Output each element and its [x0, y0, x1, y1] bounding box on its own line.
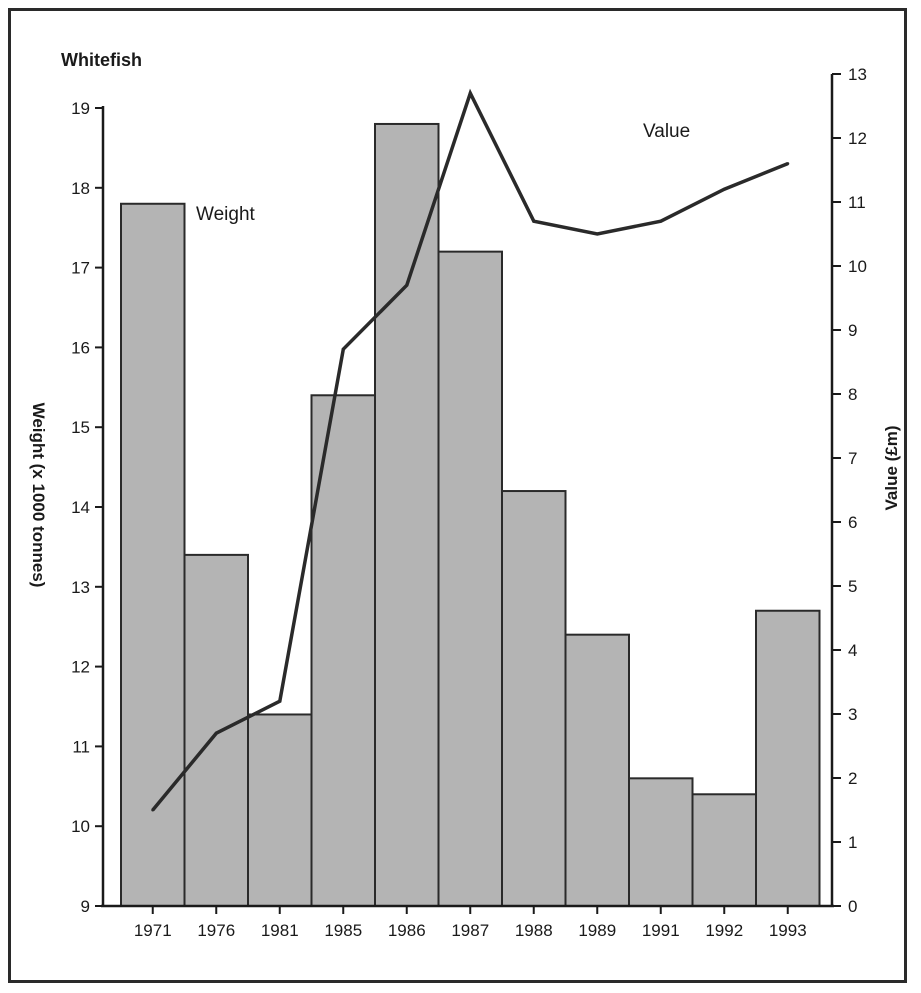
left-tick-label: 19 — [71, 99, 90, 118]
right-tick-label: 1 — [848, 833, 857, 852]
right-tick-label: 10 — [848, 257, 867, 276]
x-tick-label: 1992 — [705, 921, 743, 940]
value-point — [151, 809, 154, 812]
value-point — [278, 700, 281, 703]
left-tick-label: 14 — [71, 498, 90, 517]
value-point — [723, 188, 726, 191]
x-tick-label: 1981 — [261, 921, 299, 940]
left-tick-label: 13 — [71, 578, 90, 597]
x-tick-label: 1987 — [451, 921, 489, 940]
combo-chart: 9101112131415161718190123456789101112131… — [11, 11, 910, 986]
weight-bar — [375, 124, 439, 906]
left-tick-label: 9 — [81, 897, 90, 916]
left-tick-label: 17 — [71, 259, 90, 278]
value-point — [405, 284, 408, 287]
weight-bar — [502, 491, 566, 906]
value-point — [342, 348, 345, 351]
right-tick-label: 9 — [848, 321, 857, 340]
right-tick-label: 13 — [848, 65, 867, 84]
value-point — [469, 92, 472, 95]
x-tick-label: 1986 — [388, 921, 426, 940]
weight-bar — [566, 635, 630, 906]
right-tick-label: 4 — [848, 641, 857, 660]
x-tick-label: 1985 — [324, 921, 362, 940]
left-tick-label: 18 — [71, 179, 90, 198]
value-point — [659, 220, 662, 223]
weight-bar — [756, 611, 820, 906]
right-axis-title: Value (£m) — [882, 425, 901, 510]
x-tick-label: 1988 — [515, 921, 553, 940]
x-tick-label: 1976 — [197, 921, 235, 940]
left-tick-label: 12 — [71, 658, 90, 677]
left-tick-label: 10 — [71, 817, 90, 836]
left-tick-label: 15 — [71, 418, 90, 437]
value-point — [532, 220, 535, 223]
x-tick-label: 1991 — [642, 921, 680, 940]
value-point — [596, 233, 599, 236]
weight-bar — [185, 555, 249, 906]
chart-frame: 9 10 11 12 13 14 15 16 17 18 19 0 1 2 3 4 5 6 7 8 9 10 11 12 13 1… — [8, 8, 907, 983]
weight-bar — [629, 778, 693, 906]
weight-bar — [693, 794, 757, 906]
right-tick-label: 2 — [848, 769, 857, 788]
left-axis-title: Weight (x 1000 tonnes) — [29, 403, 48, 588]
chart-title: Whitefish — [61, 50, 142, 70]
right-tick-label: 3 — [848, 705, 857, 724]
weight-series-label: Weight — [196, 204, 256, 225]
value-point — [786, 162, 789, 165]
right-tick-label: 6 — [848, 513, 857, 532]
x-tick-label: 1993 — [769, 921, 807, 940]
left-tick-label: 16 — [71, 338, 90, 357]
x-tick-label: 1971 — [134, 921, 172, 940]
right-tick-label: 11 — [848, 193, 866, 212]
right-tick-label: 7 — [848, 449, 857, 468]
right-tick-label: 0 — [848, 897, 857, 916]
weight-bar — [121, 204, 185, 906]
weight-bar — [248, 714, 312, 906]
x-tick-label: 1989 — [578, 921, 616, 940]
value-point — [215, 732, 218, 735]
weight-bars — [121, 124, 820, 906]
right-tick-label: 12 — [848, 129, 867, 148]
right-tick-label: 8 — [848, 385, 857, 404]
left-tick-label: 11 — [72, 737, 90, 756]
value-series-label: Value — [643, 121, 690, 142]
right-tick-label: 5 — [848, 577, 857, 596]
weight-bar — [439, 252, 503, 906]
